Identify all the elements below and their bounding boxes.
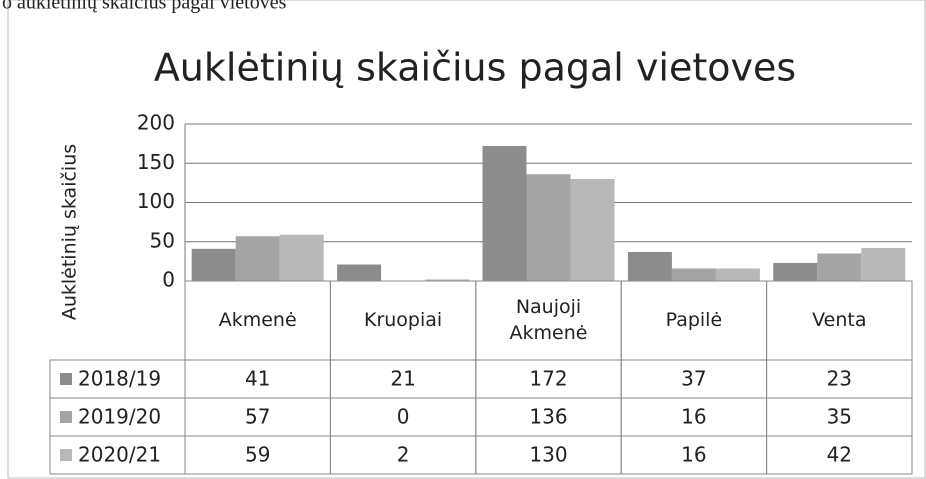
bar [570,178,615,281]
category-cell: Venta [812,308,867,331]
bar [337,264,382,281]
bar [861,248,906,281]
x-tick-label: Kruopiai [363,308,443,331]
table-value: 21 [390,367,415,391]
table-value: 41 [245,367,270,391]
table-value: 57 [245,405,270,429]
y-tick-label: 0 [162,268,175,292]
x-tick-label: Akmenė [218,308,297,331]
table-value: 2 [397,443,410,467]
y-tick-label: 50 [150,228,175,252]
bar [482,145,527,281]
x-tick-label: Naujoji Akmenė [509,295,588,344]
category-cell: Kruopiai [363,308,443,331]
table-value: 172 [529,367,567,391]
category-cell: Akmenė [218,308,297,331]
x-tick-label: Papilė [665,308,723,331]
bar [627,251,672,281]
table-value: 23 [827,367,852,391]
table-value: 35 [827,405,852,429]
bar [235,236,280,281]
bar [715,268,760,281]
bar [773,262,818,281]
bar [817,253,862,281]
x-tick-label: Venta [812,308,867,331]
legend-label: 2020/21 [78,443,161,467]
y-axis-label: Auklėtinių skaičius [59,144,81,320]
category-cell: Naujoji Akmenė [509,295,588,344]
table-value: 42 [827,443,852,467]
legend-key [60,411,72,423]
table-value: 0 [397,405,410,429]
bar [425,279,470,281]
y-tick-label: 100 [137,189,175,213]
bar [671,268,716,281]
legend-label: 2019/20 [78,405,161,429]
chart-title: Auklėtinių skaičius pagal vietoves [154,46,796,90]
table-value: 136 [529,405,567,429]
table-value: 16 [681,405,706,429]
legend-key [60,449,72,461]
legend-label: 2018/19 [78,367,161,391]
table-value: 130 [529,443,567,467]
table-value: 37 [681,367,706,391]
y-tick-label: 200 [137,111,175,135]
table-value: 16 [681,443,706,467]
caption: o auklėtinių skaičius pagal vietoves [2,0,287,14]
bar [279,234,324,281]
table-value: 59 [245,443,270,467]
y-tick-label: 150 [137,150,175,174]
bar [191,248,236,281]
table-cell [766,435,913,475]
category-cell: Papilė [665,308,723,331]
legend-key [60,373,72,385]
frame [7,0,926,479]
bar [526,174,571,281]
